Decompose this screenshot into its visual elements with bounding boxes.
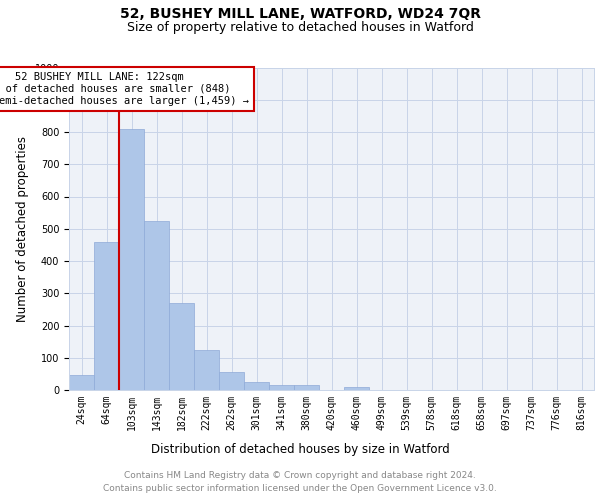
Bar [119,129,144,390]
Bar [94,242,119,390]
Text: 52 BUSHEY MILL LANE: 122sqm
← 37% of detached houses are smaller (848)
63% of se: 52 BUSHEY MILL LANE: 122sqm ← 37% of det… [0,72,249,106]
Text: Contains public sector information licensed under the Open Government Licence v3: Contains public sector information licen… [103,484,497,493]
Bar [219,372,244,390]
Bar [69,376,94,390]
Bar [144,220,169,390]
Text: 52, BUSHEY MILL LANE, WATFORD, WD24 7QR: 52, BUSHEY MILL LANE, WATFORD, WD24 7QR [119,8,481,22]
Text: Contains HM Land Registry data © Crown copyright and database right 2024.: Contains HM Land Registry data © Crown c… [124,471,476,480]
Bar [269,385,294,390]
Bar [169,303,194,390]
Bar [294,385,319,390]
Text: Size of property relative to detached houses in Watford: Size of property relative to detached ho… [127,21,473,34]
Y-axis label: Number of detached properties: Number of detached properties [16,136,29,322]
Text: Distribution of detached houses by size in Watford: Distribution of detached houses by size … [151,442,449,456]
Bar [244,382,269,390]
Bar [194,350,219,390]
Bar [344,388,369,390]
